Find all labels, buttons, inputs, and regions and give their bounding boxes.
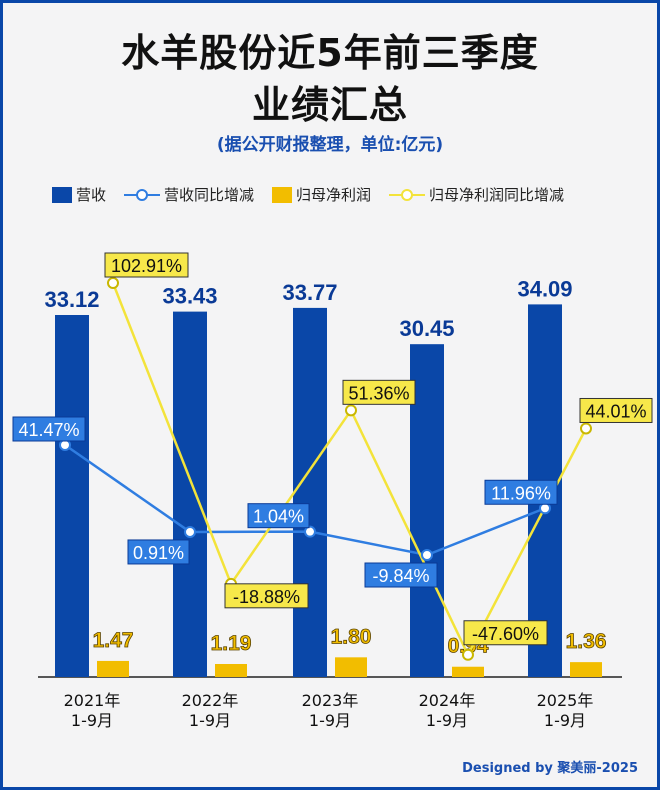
revenue-bar: [173, 311, 207, 677]
profit-growth-label: -47.60%: [472, 624, 539, 644]
legend-line-marker-icon: [124, 188, 161, 201]
profit-growth-label: -18.88%: [233, 587, 300, 607]
legend-profit: 归母净利润: [272, 184, 371, 205]
legend-label: 归母净利润同比增减: [429, 186, 565, 204]
revenue-growth-label: 0.91%: [133, 543, 184, 563]
legend-label: 营收: [76, 186, 107, 204]
revenue-growth-point: [184, 525, 196, 538]
profit-bar-label: 1.47: [93, 629, 134, 652]
revenue-bar-label: 34.09: [517, 276, 572, 301]
revenue-growth-label-box: [127, 539, 190, 565]
x-tick-label-year: 2021年: [64, 691, 121, 710]
x-tick-label-period: 1-9月: [309, 711, 351, 730]
legend-line-marker-icon: [389, 188, 426, 201]
revenue-bar-label: 33.12: [44, 287, 99, 312]
profit-growth-label-box: [104, 252, 189, 278]
profit-growth-point: [107, 277, 119, 289]
credit: Designed by 聚美丽-2025: [462, 761, 638, 776]
x-tick-label-period: 1-9月: [426, 711, 468, 730]
x-tick-label-period: 1-9月: [71, 711, 113, 730]
profit-bar-label: 1.80: [331, 625, 372, 648]
profit-bar: [97, 660, 129, 677]
profit-growth-point: [580, 422, 592, 435]
x-tick-label-period: 1-9月: [544, 711, 586, 730]
profit-growth-point: [462, 648, 474, 661]
profit-bar: [335, 657, 367, 677]
legend-label: 营收同比增减: [164, 186, 255, 204]
revenue-growth-point: [304, 525, 316, 538]
chart-subtitle: (据公开财报整理，单位:亿元): [216, 135, 444, 155]
chart-title-line1: 水羊股份近5年前三季度: [121, 31, 539, 75]
profit-growth-point: [345, 404, 357, 417]
revenue-growth-label: 1.04%: [253, 507, 304, 527]
chart-title-line2: 业绩汇总: [251, 83, 408, 127]
x-tick-label-year: 2025年: [537, 691, 594, 710]
x-tick-label-year: 2023年: [302, 691, 359, 710]
profit-growth-label-box: [579, 397, 653, 423]
revenue-growth-label-box: [364, 562, 438, 588]
legend-swatch-revenue: [52, 186, 72, 203]
legend-profit-growth: 归母净利润同比增减: [389, 184, 564, 205]
profit-growth-label-box: [463, 620, 548, 646]
revenue-bar-label: 33.77: [282, 280, 337, 305]
x-tick-label-period: 1-9月: [189, 711, 231, 730]
revenue-bar-label: 30.45: [399, 316, 454, 341]
profit-growth-label-box: [224, 583, 309, 609]
x-tick-label-year: 2024年: [419, 691, 476, 710]
revenue-bar-label: 33.43: [162, 284, 217, 309]
profit-growth-label: 102.91%: [111, 256, 182, 276]
profit-bar: [452, 666, 484, 677]
revenue-growth-label: 11.96%: [491, 483, 551, 503]
revenue-growth-label: 41.47%: [18, 420, 79, 440]
revenue-growth-label-box: [247, 503, 310, 529]
revenue-growth-point: [421, 549, 433, 562]
profit-growth-label: 44.01%: [585, 401, 646, 421]
profit-growth-label: 51.36%: [348, 383, 409, 403]
revenue-bar: [410, 344, 444, 677]
legend-swatch-profit: [272, 186, 293, 203]
revenue-growth-label-box: [12, 416, 86, 442]
profit-bar-label: 1.36: [566, 630, 607, 653]
legend-label: 归母净利润: [296, 186, 372, 204]
legend-revenue: 营收: [52, 184, 106, 205]
profit-growth-label-box: [342, 379, 416, 405]
legend: 营收 营收同比增减 归母净利润 归母净利润同比增减: [52, 184, 564, 205]
revenue-bar: [293, 307, 327, 677]
legend-revenue-growth: 营收同比增减: [124, 184, 254, 205]
profit-bar: [215, 663, 247, 677]
revenue-growth-label-box: [484, 479, 558, 505]
profit-bar-label: 1.19: [211, 632, 252, 655]
profit-bar: [570, 662, 602, 677]
revenue-bar: [55, 314, 89, 677]
x-tick-label-year: 2022年: [182, 691, 239, 710]
revenue-growth-label: -9.84%: [372, 566, 429, 586]
